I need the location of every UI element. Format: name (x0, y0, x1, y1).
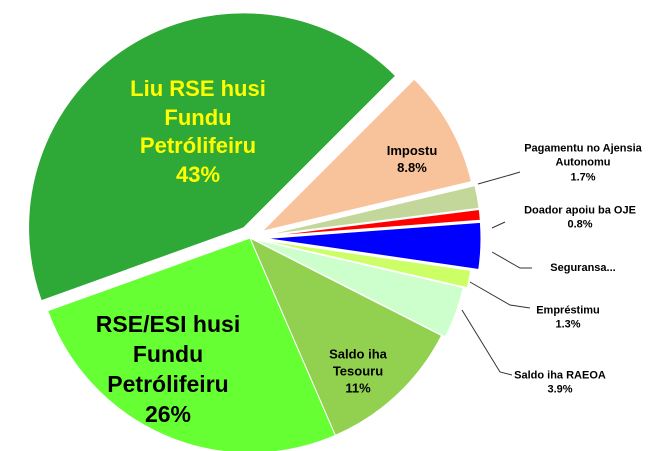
pie-slice (265, 208, 481, 237)
pie-slice (253, 238, 464, 338)
leader-lines (461, 171, 532, 376)
pie-slice (265, 185, 480, 236)
leader-line (477, 171, 521, 185)
pie-slice (47, 237, 337, 451)
leader-line (491, 221, 506, 229)
value-label: 43% (175, 161, 221, 187)
category-label: Pagamentu no Ajensia Autonomu (524, 142, 642, 169)
category-label: Liu RSE husi Fundu Petrólifeiru (130, 75, 266, 158)
value-label: 1.7% (570, 171, 596, 184)
category-label: RSE/ESI husi Fundu Petrólifeiru (95, 311, 241, 397)
value-label: 26% (144, 400, 192, 427)
value-label: 0.8% (567, 219, 593, 231)
value-label: 3.9% (547, 384, 573, 396)
value-label: 1.3% (555, 319, 581, 331)
category-label: Empréstimu (536, 304, 600, 317)
leader-line (469, 281, 531, 309)
slice-label: RSE/ESI husi Fundu Petrólifeiru 26% (78, 310, 258, 430)
leader-line (461, 309, 513, 376)
slice-label: Saldo iha RAEOA 3.9% (500, 369, 620, 398)
category-label: Saldo iha Tesouru (329, 346, 387, 379)
slice-label: Seguransa... (523, 261, 643, 275)
slice-label: Pagamentu no Ajensia Autonomu 1.7% (513, 142, 648, 185)
slice-label: Doador apoiu ba OJE 0.8% (505, 204, 648, 233)
pie-slice (260, 78, 473, 233)
value-label: 11% (345, 380, 371, 396)
slice-label: Impostu 8.8% (352, 143, 472, 177)
leader-line (491, 251, 532, 269)
category-label: Seguransa... (550, 261, 616, 274)
category-label: Doador apoiu ba OJE (524, 204, 636, 217)
category-label: Impostu (386, 143, 438, 159)
slice-label: Empréstimu 1.3% (518, 304, 618, 333)
slice-label: Saldo iha Tesouru 11% (313, 347, 403, 398)
slice-label: Liu RSE husi Fundu Petrólifeiru 43% (113, 75, 283, 189)
pie-slice (265, 221, 482, 271)
pie-slice (28, 12, 397, 302)
value-label: 8.8% (397, 160, 427, 175)
pie-slice (248, 236, 443, 436)
category-label: Saldo iha RAEOA (514, 369, 606, 382)
pie-slice (257, 238, 472, 289)
